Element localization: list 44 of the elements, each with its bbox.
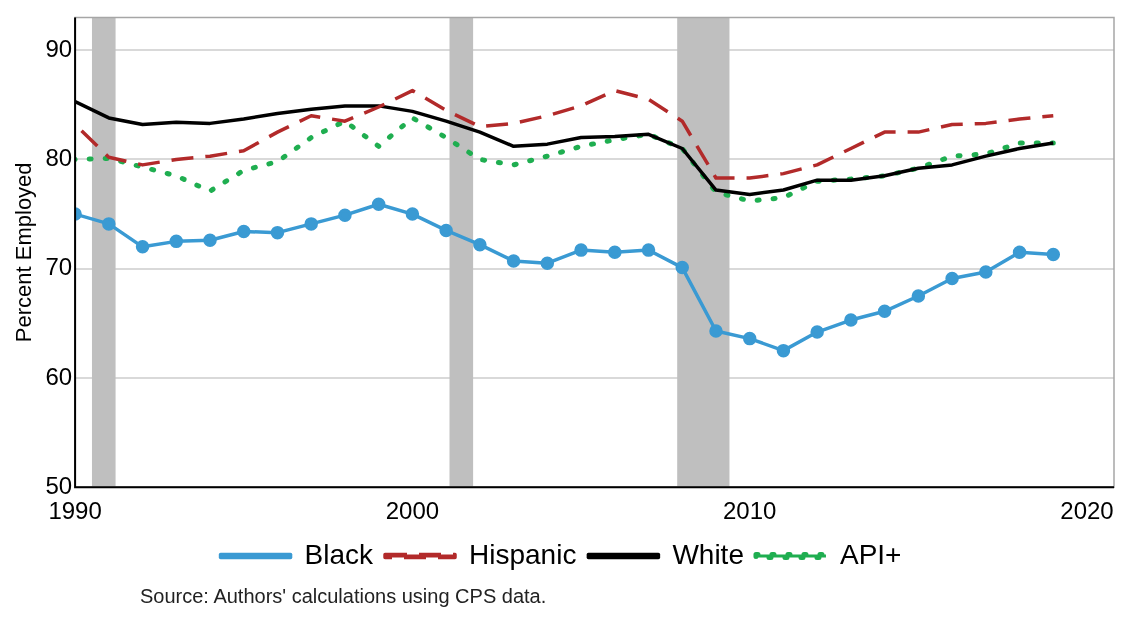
point xyxy=(675,260,689,275)
point xyxy=(979,265,993,279)
x-tick-label: 2000 xyxy=(385,497,440,525)
point xyxy=(135,240,150,254)
y-tick-label: 80 xyxy=(45,144,73,172)
y-tick-label: 90 xyxy=(45,34,73,62)
point xyxy=(270,225,285,240)
legend-label: Black xyxy=(304,538,375,570)
point xyxy=(641,243,656,257)
y-tick-label: 60 xyxy=(45,362,73,390)
y-tick-label: 70 xyxy=(45,253,73,281)
point xyxy=(540,256,555,270)
x-tick-label: 2010 xyxy=(723,497,777,525)
point xyxy=(473,237,487,252)
source-note: Source: Authors' calculations using CPS data. xyxy=(140,585,547,608)
point xyxy=(102,217,116,231)
point xyxy=(776,343,791,358)
point xyxy=(945,271,959,286)
y-axis-title: Percent Employed xyxy=(11,162,37,343)
point xyxy=(742,331,757,346)
y-tick-label: 50 xyxy=(45,471,73,499)
point xyxy=(911,289,926,303)
point xyxy=(574,243,588,257)
point xyxy=(237,224,251,239)
point xyxy=(506,254,521,268)
point xyxy=(405,207,420,221)
legend-label: Hispanic xyxy=(469,538,577,570)
point xyxy=(169,234,184,249)
legend-label: White xyxy=(672,538,744,570)
x-tick-label: 2020 xyxy=(1060,497,1114,525)
point xyxy=(810,325,824,339)
point xyxy=(304,217,318,231)
point xyxy=(371,197,386,211)
point xyxy=(439,223,453,238)
point xyxy=(203,233,217,248)
point xyxy=(709,324,723,338)
point xyxy=(338,208,352,222)
point xyxy=(844,313,858,327)
x-tick-label: 1990 xyxy=(48,497,102,525)
point xyxy=(1012,245,1027,260)
point xyxy=(608,245,622,260)
point xyxy=(877,304,892,319)
legend-label: API+ xyxy=(839,538,902,570)
point xyxy=(1046,247,1061,262)
